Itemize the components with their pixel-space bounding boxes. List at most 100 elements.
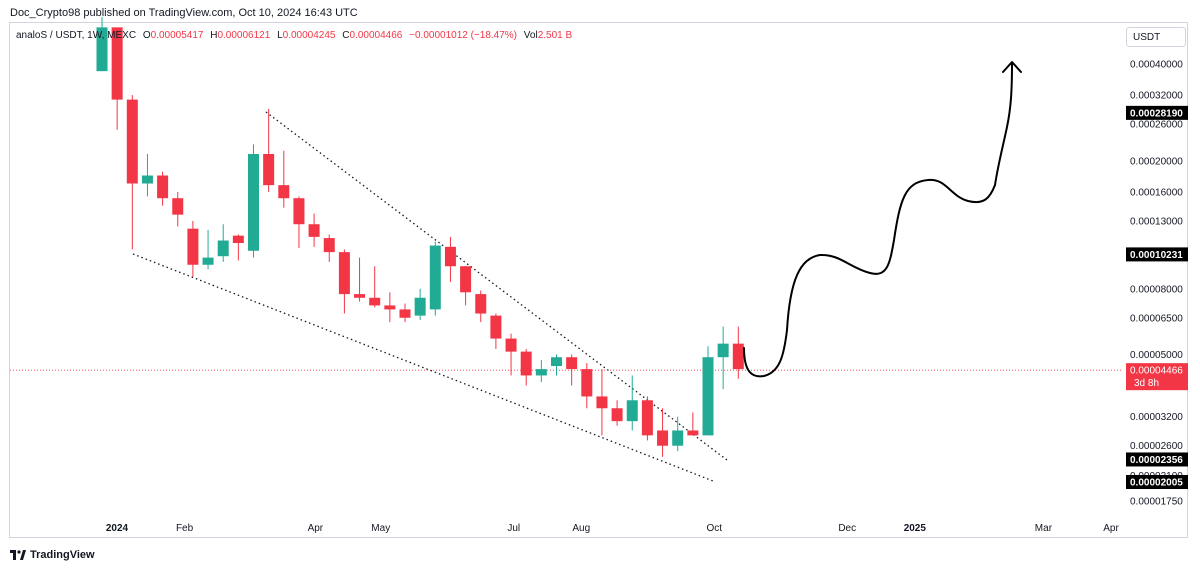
candle-body bbox=[429, 245, 441, 310]
time-tick-label: Apr bbox=[308, 523, 324, 534]
candle-body bbox=[354, 294, 366, 298]
price-tag-bg bbox=[1126, 452, 1188, 467]
countdown-label: 3d 8h bbox=[1134, 378, 1159, 389]
candle-body bbox=[672, 430, 684, 446]
candle-body bbox=[611, 408, 623, 422]
projection-drawing bbox=[743, 61, 1022, 378]
price-tick-label: 0.00032000 bbox=[1130, 91, 1183, 102]
candle-body bbox=[490, 315, 502, 339]
price-tag-bg bbox=[1126, 475, 1188, 490]
close-label: C bbox=[342, 30, 350, 41]
candle-body bbox=[551, 357, 562, 367]
price-tick-label: 0.00005000 bbox=[1130, 350, 1183, 361]
candle-body bbox=[566, 357, 578, 370]
candle-body bbox=[444, 246, 456, 267]
candle-body bbox=[248, 153, 259, 251]
candle-body bbox=[202, 257, 214, 265]
candle-body bbox=[308, 224, 320, 237]
candle-body bbox=[278, 185, 290, 199]
candle-body bbox=[96, 27, 108, 72]
ohlc-legend: analoS / USDT, 1W, MEXC O0.00005417 H0.0… bbox=[16, 30, 572, 41]
time-tick-label: Jul bbox=[507, 523, 520, 534]
tradingview-logo[interactable]: TradingView bbox=[10, 549, 95, 561]
high-value: 0.00006121 bbox=[217, 30, 271, 41]
candle-body bbox=[293, 198, 305, 225]
time-tick-label: 2025 bbox=[904, 523, 927, 534]
low-value: 0.00004245 bbox=[282, 30, 336, 41]
candle-body bbox=[717, 343, 729, 358]
price-tag-label: 0.00010231 bbox=[1130, 250, 1183, 261]
symbol-label[interactable]: analoS / USDT, 1W, MEXC bbox=[16, 30, 137, 41]
volume-label: Vol bbox=[523, 30, 538, 41]
candle-body bbox=[626, 400, 638, 422]
price-tick-label: 0.00003200 bbox=[1130, 412, 1183, 423]
tradingview-logo-icon bbox=[10, 550, 26, 560]
lower-trendline bbox=[132, 253, 714, 482]
change-value: −0.00001012 (−18.47%) bbox=[409, 30, 518, 41]
low-label: L bbox=[277, 30, 283, 41]
chart-frame bbox=[9, 22, 1188, 538]
time-tick-label: Oct bbox=[706, 523, 722, 534]
projection-curve bbox=[743, 62, 1013, 378]
candle-body bbox=[126, 99, 138, 184]
time-tick-label: Aug bbox=[572, 523, 590, 534]
price-tag-label: 0.00028190 bbox=[1130, 108, 1183, 119]
projection-arrowhead bbox=[1002, 61, 1022, 73]
price-axis: 0.00040000 0.00032000 0.00026000 0.00020000… bbox=[1126, 60, 1188, 508]
price-tick-label: 0.00020000 bbox=[1130, 156, 1183, 167]
open-value: 0.00005417 bbox=[150, 30, 204, 41]
price-tag-bg bbox=[1126, 105, 1188, 120]
price-tick-label: 0.00008000 bbox=[1130, 284, 1183, 295]
price-tick-label: 0.00040000 bbox=[1130, 60, 1183, 71]
upper-trendline bbox=[265, 111, 728, 461]
candle-body bbox=[384, 305, 396, 310]
price-tick-label: 0.00002600 bbox=[1130, 441, 1183, 452]
candle-body bbox=[657, 430, 669, 446]
time-tick-label: Feb bbox=[176, 523, 194, 534]
candle-body bbox=[338, 252, 350, 295]
volume-value: 2.501 B bbox=[537, 30, 573, 41]
candle-body bbox=[641, 400, 653, 436]
candle-body bbox=[263, 153, 275, 186]
candle-body bbox=[187, 228, 199, 265]
time-tick-label: Apr bbox=[1103, 523, 1119, 534]
candle-body bbox=[141, 175, 153, 184]
candle-body bbox=[702, 357, 714, 436]
candle-body bbox=[596, 396, 608, 409]
candle-body bbox=[505, 338, 517, 352]
candle-body bbox=[475, 294, 487, 314]
candle-body bbox=[520, 351, 532, 376]
candle-body bbox=[172, 198, 184, 215]
currency-button[interactable]: USDT bbox=[1126, 27, 1186, 47]
candle-body bbox=[460, 266, 472, 293]
candle-body bbox=[323, 238, 335, 253]
last-price-tag-bg bbox=[1126, 363, 1188, 391]
time-axis: 2024 Feb Apr May Jul Aug Oct Dec 2025 Mar Apr bbox=[106, 523, 1120, 534]
time-tick-label: Dec bbox=[838, 523, 856, 534]
price-tick-label: 0.00026000 bbox=[1130, 120, 1183, 131]
publisher-header: Doc_Crypto98 published on TradingView.co… bbox=[10, 7, 358, 19]
high-label: H bbox=[210, 30, 218, 41]
close-value: 0.00004466 bbox=[349, 30, 403, 41]
candles bbox=[96, 17, 744, 457]
price-tick-label: 0.00016000 bbox=[1130, 187, 1183, 198]
candle-body bbox=[232, 235, 244, 244]
open-label: O bbox=[142, 30, 151, 41]
candle-body bbox=[414, 297, 426, 316]
price-tick-label: 0.00006500 bbox=[1130, 313, 1183, 324]
time-tick-label: 2024 bbox=[106, 523, 129, 534]
price-tag-label: 0.00002356 bbox=[1130, 455, 1183, 466]
candle-body bbox=[399, 309, 411, 318]
candle-body bbox=[535, 369, 547, 376]
time-tick-label: Mar bbox=[1035, 523, 1053, 534]
candle-body bbox=[581, 369, 593, 397]
candle-body bbox=[157, 175, 169, 199]
time-tick-label: May bbox=[371, 523, 390, 534]
price-tag-label: 0.00002005 bbox=[1130, 478, 1183, 489]
price-tick-label: 0.00013000 bbox=[1130, 216, 1183, 227]
candle-body bbox=[217, 240, 229, 257]
candle-body bbox=[369, 297, 381, 306]
price-tick-label: 0.00001750 bbox=[1130, 497, 1183, 508]
candle-body bbox=[687, 430, 699, 436]
